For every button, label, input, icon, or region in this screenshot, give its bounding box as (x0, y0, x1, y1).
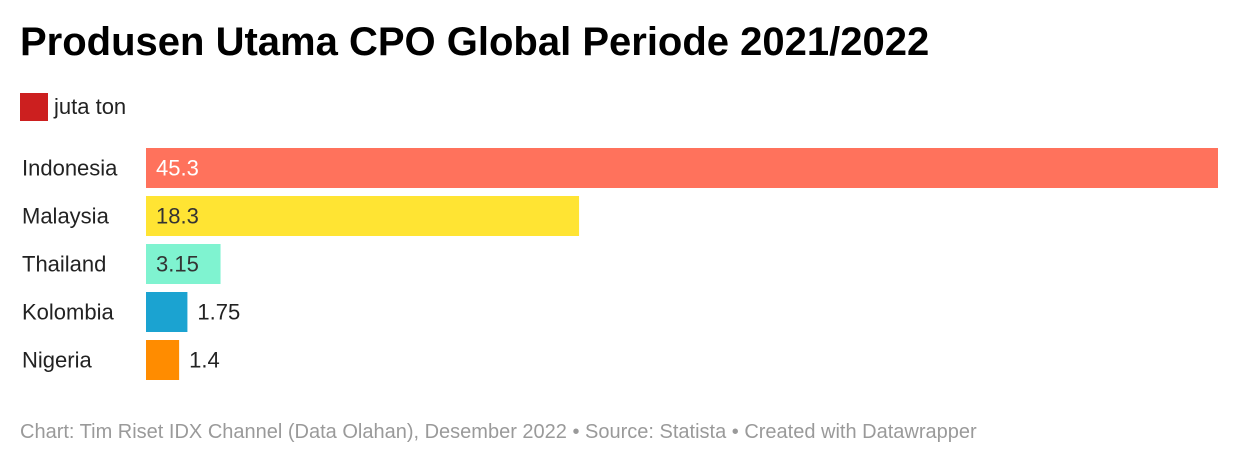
legend: juta ton (20, 92, 126, 122)
value-label: 1.4 (189, 348, 220, 373)
chart-footer: Chart: Tim Riset IDX Channel (Data Olaha… (20, 421, 977, 443)
bar-row-nigeria: Nigeria 1.4 (22, 340, 220, 380)
category-label: Thailand (22, 252, 106, 277)
value-label: 3.15 (156, 252, 199, 277)
bar-row-malaysia: Malaysia 18.3 (22, 196, 580, 236)
legend-swatch (20, 93, 48, 121)
category-label: Nigeria (22, 348, 92, 373)
chart-title: Produsen Utama CPO Global Periode 2021/2… (20, 20, 930, 64)
bar (146, 340, 180, 380)
bar (146, 196, 580, 236)
bar (146, 244, 221, 284)
bar-row-thailand: Thailand 3.15 (22, 244, 221, 284)
bar (146, 148, 1218, 188)
value-label: 45.3 (156, 156, 199, 181)
value-label: 18.3 (156, 204, 199, 229)
bar (146, 292, 188, 332)
bar-row-indonesia: Indonesia 45.3 (22, 148, 1218, 188)
category-label: Indonesia (22, 156, 118, 181)
category-label: Kolombia (22, 300, 114, 325)
category-label: Malaysia (22, 204, 110, 229)
legend-label: juta ton (54, 94, 127, 119)
bar-row-kolombia: Kolombia 1.75 (22, 292, 240, 332)
value-label: 1.75 (197, 300, 240, 325)
